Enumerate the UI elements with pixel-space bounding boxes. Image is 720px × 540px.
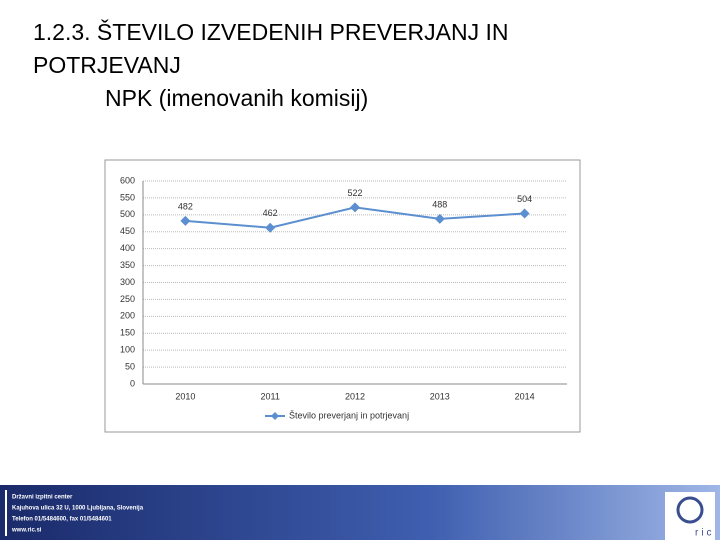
x-tick-label: 2013	[430, 391, 450, 401]
y-tick-label: 500	[120, 209, 135, 219]
data-point	[519, 208, 530, 219]
title-line: 1.2.3. ŠTEVILO IZVEDENIH PREVERJANJ IN	[33, 18, 508, 45]
data-label: 504	[517, 194, 532, 204]
y-tick-label: 550	[120, 192, 135, 202]
title-line: POTRJEVANJ	[33, 52, 181, 78]
y-tick-label: 350	[120, 260, 135, 270]
y-tick-label: 600	[120, 175, 135, 185]
data-label: 522	[347, 188, 362, 198]
logo-mark	[676, 496, 704, 524]
data-label: 462	[263, 208, 278, 218]
x-tick-label: 2014	[515, 391, 535, 401]
y-tick-label: 450	[120, 226, 135, 236]
x-tick-label: 2010	[175, 391, 195, 401]
logo-text: ric	[695, 528, 715, 539]
y-tick-label: 100	[120, 345, 135, 355]
y-tick-label: 300	[120, 277, 135, 287]
data-label: 488	[432, 199, 447, 209]
legend-marker	[271, 412, 279, 420]
legend-label: Število preverjanj in potrjevanj	[289, 410, 409, 420]
data-point	[180, 215, 191, 226]
data-label: 482	[178, 201, 193, 211]
y-tick-label: 150	[120, 328, 135, 338]
data-point	[350, 202, 360, 213]
y-tick-label: 250	[120, 294, 135, 304]
title-line: NPK (imenovanih komisij)	[105, 85, 368, 111]
y-tick-label: 0	[130, 378, 135, 388]
footer-text: Kajuhova ulica 32 U, 1000 Ljubljana, Slo…	[12, 506, 144, 512]
footer-rule	[5, 490, 7, 536]
footer-bar	[0, 485, 720, 540]
footer-text: www.ric.si	[11, 528, 42, 534]
footer-text: Telefon 01/5484600, fax 01/5484601	[12, 517, 112, 523]
x-tick-label: 2012	[345, 391, 365, 401]
logo-bg	[665, 492, 715, 540]
data-point	[434, 213, 445, 224]
y-tick-label: 200	[120, 311, 135, 321]
footer-text: Državni izpitni center	[12, 495, 73, 501]
y-tick-label: 400	[120, 243, 135, 253]
y-tick-label: 50	[125, 361, 135, 371]
data-point	[265, 222, 276, 233]
chart-frame	[104, 159, 581, 433]
x-tick-label: 2011	[261, 391, 280, 401]
